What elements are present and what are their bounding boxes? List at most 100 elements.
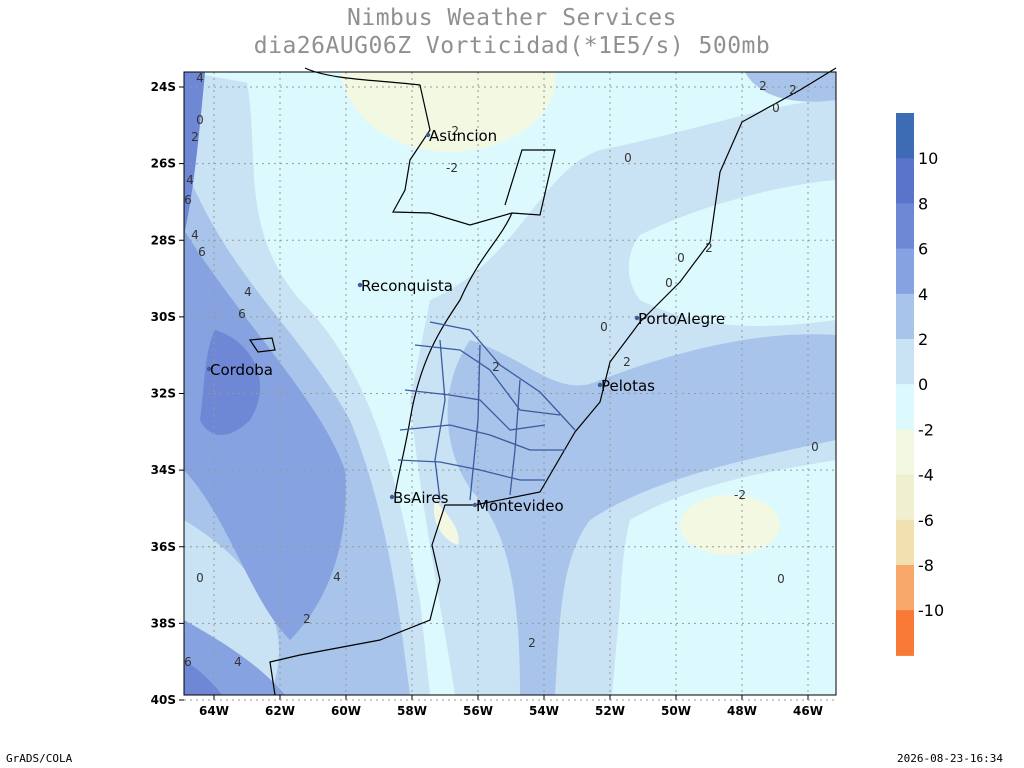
graticule: 64W 62W 60W 58W 56W 54W 52W 50W 48W 46W 24S 26S 28S 3… [151, 71, 837, 718]
field-band [184, 72, 205, 235]
contour-label: 2 [623, 355, 631, 369]
city-marker [597, 382, 603, 388]
field-band [619, 460, 836, 695]
city-label: Asuncion [429, 127, 497, 145]
lat-label: 30S [151, 310, 176, 324]
contour-label: 6 [238, 307, 246, 321]
lake-path [248, 337, 276, 353]
contour-label: 0 [600, 320, 608, 334]
colorbar-label: -6 [918, 511, 934, 530]
colorbar-label: 10 [918, 149, 938, 168]
contour-label: 2 [789, 83, 797, 97]
city-marker [206, 366, 212, 372]
state-lines [397, 321, 576, 501]
lon-label: 62W [265, 704, 295, 718]
city-marker [425, 132, 431, 138]
contour-label: -2 [446, 161, 458, 175]
city-marker [357, 282, 363, 288]
colorbar-swatch [896, 113, 914, 159]
colorbar-swatch [896, 429, 914, 476]
lat-label: 40S [151, 693, 176, 707]
contour-label: 0 [196, 571, 204, 585]
contour-label: -2 [447, 124, 459, 138]
colorbar-label: 8 [918, 194, 928, 213]
lat-label: 34S [151, 463, 176, 477]
state-line [509, 379, 521, 496]
city-label: Pelotas [601, 377, 655, 395]
field-band [680, 495, 780, 555]
lat-label: 36S [151, 540, 176, 554]
contour-label: 4 [186, 173, 194, 187]
colorbar-label: 2 [918, 330, 928, 349]
footer-right: 2026-08-23-16:34 [897, 752, 1003, 765]
lon-label: 52W [595, 704, 625, 718]
field-band [184, 230, 346, 640]
field-band [184, 620, 285, 695]
footer-left: GrADS/COLA [6, 752, 73, 765]
colorbar-swatch [896, 610, 914, 656]
contour-label: 4 [244, 285, 252, 299]
colorbar-swatch [896, 203, 914, 250]
river-path [394, 212, 513, 496]
contour-label: 6 [184, 655, 192, 669]
title-line: Nimbus Weather Services [347, 5, 677, 31]
colorbar-label: -8 [918, 556, 934, 575]
colorbar-label: -2 [918, 420, 934, 439]
state-line [434, 339, 446, 501]
lon-label: 64W [199, 704, 229, 718]
contour-label: 6 [198, 245, 206, 259]
contour-label: 2 [759, 79, 767, 93]
colorbar-label: -10 [918, 601, 944, 620]
colorbar-swatch [896, 293, 914, 340]
colorbar-label: 6 [918, 240, 928, 259]
city-label: Reconquista [361, 277, 453, 295]
contour-label: 2 [705, 241, 713, 255]
contour-label: 0 [624, 151, 632, 165]
state-line [404, 389, 546, 431]
colorbar-label: 0 [918, 375, 928, 394]
lon-label: 58W [397, 704, 427, 718]
city-label: Cordoba [210, 361, 273, 379]
contour-label: 2 [303, 612, 311, 626]
contour-label: 2 [492, 360, 500, 374]
contour-label: 4 [234, 655, 242, 669]
lat-label: 24S [151, 80, 176, 94]
colorbar-swatch [896, 565, 914, 611]
state-line [399, 424, 565, 451]
lon-label: 46W [793, 704, 823, 718]
contour-label: 0 [777, 572, 785, 586]
lat-label: 32S [151, 387, 176, 401]
field-band [200, 330, 261, 435]
title-line: dia26AUG06Z Vorticidad(*1E5/s) 500mb [254, 33, 771, 59]
state-line [429, 321, 576, 431]
colorbar-label: 4 [918, 285, 928, 304]
field-band [340, 72, 556, 152]
field-band [433, 500, 459, 545]
contour-label: 4 [196, 71, 204, 85]
colorbar-swatch [896, 519, 914, 566]
contour-label: 2 [191, 130, 199, 144]
field-band [628, 180, 836, 326]
colorbar-swatch [896, 339, 914, 385]
colorbar-swatch [896, 474, 914, 521]
contour-label: 0 [665, 276, 673, 290]
coastline [248, 67, 837, 696]
lon-label: 54W [529, 704, 559, 718]
state-line [397, 459, 545, 481]
contour-label: 2 [528, 636, 536, 650]
contour-label: 4 [191, 228, 199, 242]
contour-label: 0 [772, 101, 780, 115]
city-marker [634, 315, 640, 321]
lat-label: 26S [151, 157, 176, 171]
city-label: BsAires [393, 489, 449, 507]
field-band [184, 660, 222, 695]
city-label: Montevideo [476, 497, 564, 515]
contour-label: -2 [734, 488, 746, 502]
coastline-path [269, 67, 837, 696]
colorbar-swatch [896, 248, 914, 295]
contour-label: 0 [811, 440, 819, 454]
lat-label: 38S [151, 616, 176, 630]
lon-label: 56W [463, 704, 493, 718]
